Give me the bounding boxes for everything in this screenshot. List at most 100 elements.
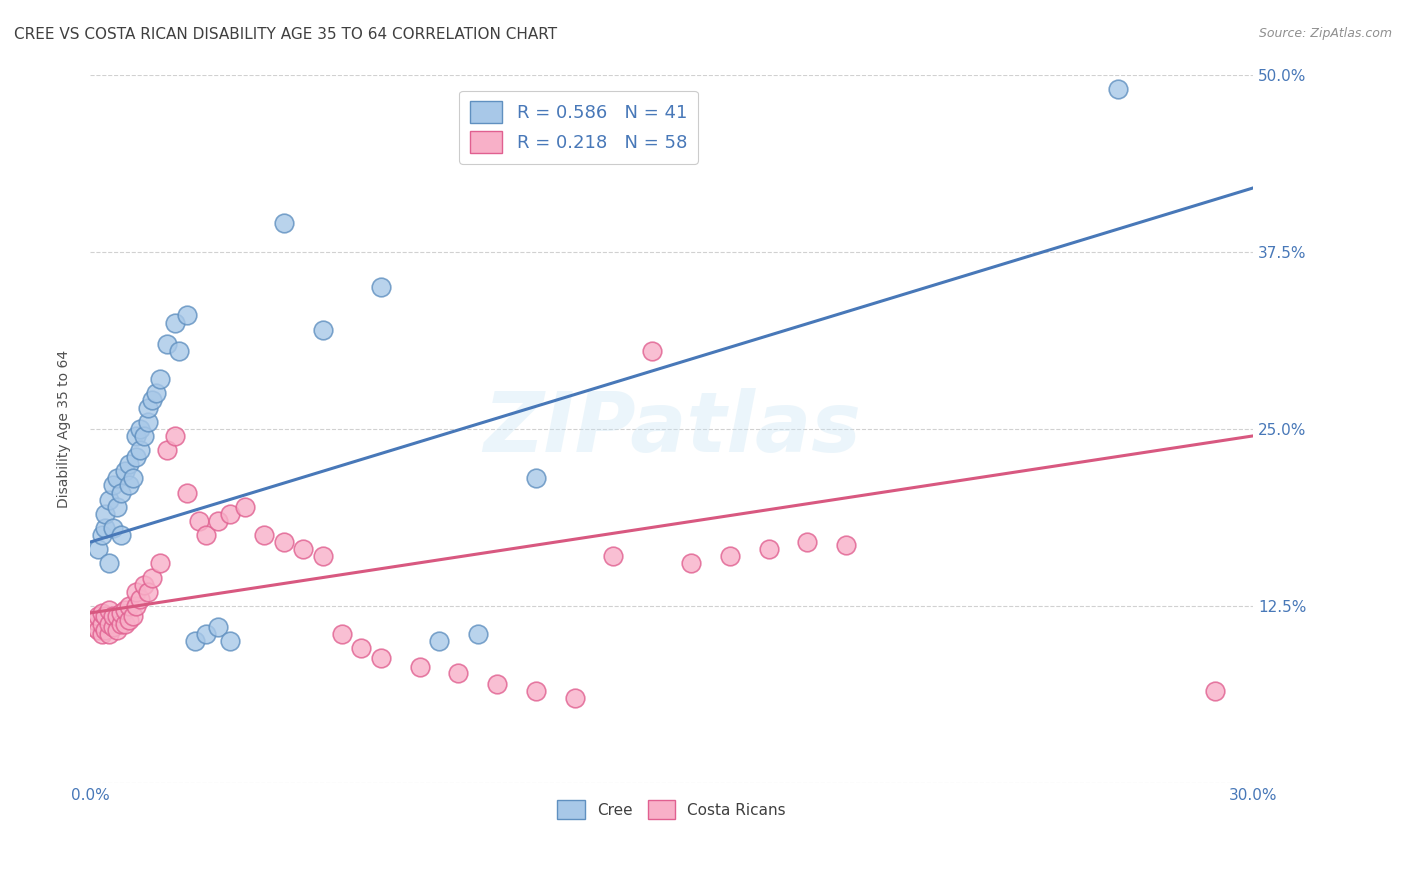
Point: [1107, 81, 1129, 95]
Point: [134, 429, 156, 443]
Point: [83, 620, 105, 634]
Point: [195, 627, 218, 641]
Point: [103, 521, 125, 535]
Point: [1204, 684, 1226, 698]
Point: [98, 627, 121, 641]
Point: [118, 457, 141, 471]
Point: [83, 613, 105, 627]
Point: [129, 443, 152, 458]
Point: [149, 372, 172, 386]
Point: [218, 507, 240, 521]
Point: [105, 500, 128, 514]
Point: [467, 627, 489, 641]
Point: [118, 613, 141, 627]
Point: [98, 603, 121, 617]
Point: [98, 557, 121, 571]
Point: [145, 386, 167, 401]
Point: [125, 599, 148, 613]
Point: [125, 450, 148, 464]
Point: [835, 538, 858, 552]
Point: [105, 608, 128, 623]
Point: [718, 549, 741, 564]
Y-axis label: Disability Age 35 to 64: Disability Age 35 to 64: [58, 350, 72, 508]
Point: [114, 603, 136, 617]
Point: [233, 500, 256, 514]
Point: [103, 608, 125, 623]
Point: [136, 584, 159, 599]
Point: [118, 599, 141, 613]
Point: [207, 620, 229, 634]
Point: [125, 584, 148, 599]
Point: [447, 665, 470, 680]
Point: [156, 336, 179, 351]
Point: [90, 627, 112, 641]
Point: [311, 549, 333, 564]
Point: [524, 684, 547, 698]
Point: [165, 316, 187, 330]
Point: [167, 343, 190, 358]
Point: [350, 641, 373, 656]
Point: [98, 492, 121, 507]
Text: ZIPatlas: ZIPatlas: [482, 388, 860, 469]
Point: [121, 608, 143, 623]
Point: [195, 528, 218, 542]
Point: [370, 280, 392, 294]
Point: [218, 634, 240, 648]
Point: [679, 557, 702, 571]
Point: [602, 549, 624, 564]
Point: [796, 535, 818, 549]
Point: [564, 691, 586, 706]
Point: [110, 606, 132, 620]
Point: [427, 634, 450, 648]
Point: [90, 606, 112, 620]
Point: [94, 521, 117, 535]
Point: [141, 393, 163, 408]
Point: [176, 485, 198, 500]
Point: [125, 429, 148, 443]
Point: [103, 620, 125, 634]
Point: [486, 677, 509, 691]
Point: [176, 309, 198, 323]
Point: [524, 471, 547, 485]
Point: [114, 464, 136, 478]
Point: [136, 415, 159, 429]
Point: [311, 322, 333, 336]
Point: [129, 422, 152, 436]
Point: [330, 627, 353, 641]
Point: [114, 617, 136, 632]
Point: [292, 542, 315, 557]
Point: [90, 528, 112, 542]
Point: [253, 528, 276, 542]
Point: [156, 443, 179, 458]
Point: [165, 429, 187, 443]
Point: [90, 617, 112, 632]
Point: [94, 623, 117, 637]
Point: [118, 478, 141, 492]
Point: [149, 557, 172, 571]
Point: [273, 216, 295, 230]
Point: [103, 478, 125, 492]
Point: [110, 617, 132, 632]
Point: [408, 660, 430, 674]
Point: [105, 623, 128, 637]
Point: [86, 608, 108, 623]
Point: [183, 634, 205, 648]
Point: [110, 528, 132, 542]
Point: [129, 591, 152, 606]
Point: [94, 608, 117, 623]
Point: [136, 401, 159, 415]
Point: [94, 507, 117, 521]
Point: [370, 651, 392, 665]
Point: [86, 623, 108, 637]
Point: [134, 577, 156, 591]
Text: Source: ZipAtlas.com: Source: ZipAtlas.com: [1258, 27, 1392, 40]
Point: [98, 617, 121, 632]
Text: CREE VS COSTA RICAN DISABILITY AGE 35 TO 64 CORRELATION CHART: CREE VS COSTA RICAN DISABILITY AGE 35 TO…: [14, 27, 557, 42]
Point: [110, 485, 132, 500]
Point: [86, 542, 108, 557]
Point: [121, 471, 143, 485]
Point: [758, 542, 780, 557]
Point: [273, 535, 295, 549]
Point: [207, 514, 229, 528]
Point: [641, 343, 664, 358]
